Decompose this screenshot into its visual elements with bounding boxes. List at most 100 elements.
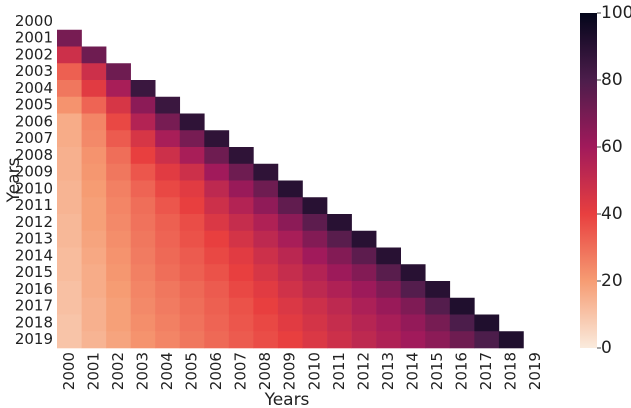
heatmap-cell	[498, 331, 524, 349]
heatmap-cell	[81, 130, 107, 148]
heatmap-cell	[155, 230, 181, 248]
colorbar-tick-label: 0	[601, 338, 612, 358]
heatmap-cell	[253, 214, 279, 232]
y-tick-label: 2013	[15, 230, 53, 248]
heatmap-cell	[228, 281, 254, 299]
y-tick-label: 2017	[15, 297, 53, 315]
heatmap-cell	[277, 197, 303, 215]
heatmap-cell	[302, 230, 328, 248]
heatmap-cell	[106, 147, 131, 165]
heatmap-cell	[351, 264, 377, 282]
heatmap-cell	[302, 247, 328, 265]
y-tick-label: 2005	[15, 96, 53, 114]
heatmap-cell	[81, 247, 107, 265]
heatmap-cell	[106, 163, 131, 181]
heatmap-cell	[106, 63, 131, 81]
heatmap-cell	[130, 247, 156, 265]
y-tick-label: 2010	[15, 179, 53, 197]
heatmap-cell	[57, 281, 82, 299]
heatmap-cell	[57, 113, 82, 131]
heatmap-cell	[474, 331, 500, 349]
y-axis-label: Years	[4, 157, 24, 203]
heatmap-cell	[155, 247, 181, 265]
heatmap-cell	[106, 314, 131, 332]
heatmap-cell	[253, 197, 279, 215]
heatmap-cell	[327, 314, 352, 332]
heatmap-cell	[253, 230, 279, 248]
heatmap-cell	[155, 314, 181, 332]
x-tick-label: 2019	[526, 352, 544, 390]
heatmap-cell	[106, 281, 131, 299]
heatmap-cell	[400, 314, 426, 332]
heatmap-cell	[351, 297, 377, 315]
heatmap-cell	[277, 297, 303, 315]
heatmap-cell	[204, 214, 230, 232]
heatmap-cell	[351, 247, 377, 265]
heatmap-cell	[81, 264, 107, 282]
heatmap-cell	[253, 247, 279, 265]
y-tick-label: 2007	[15, 129, 53, 147]
heatmap-cell	[130, 163, 156, 181]
heatmap-cell	[204, 281, 230, 299]
heatmap-cell	[130, 230, 156, 248]
colorbar-tick-label: 100	[601, 3, 631, 23]
heatmap-cell	[130, 214, 156, 232]
heatmap-cell	[228, 180, 254, 198]
heatmap-cell	[277, 314, 303, 332]
heatmap-cell	[57, 180, 82, 198]
heatmap-cell	[327, 297, 352, 315]
y-tick-label: 2018	[15, 313, 53, 331]
x-tick-label: 2011	[330, 352, 348, 390]
heatmap-cell	[57, 163, 82, 181]
heatmap-cell	[57, 297, 82, 315]
heatmap-cell	[179, 314, 205, 332]
heatmap-cell	[253, 314, 279, 332]
heatmap-cell	[204, 180, 230, 198]
heatmap-cell	[130, 147, 156, 165]
heatmap-cell	[179, 197, 205, 215]
y-tick-label: 2004	[15, 79, 53, 97]
x-tick-label: 2017	[477, 352, 495, 390]
heatmap-cell	[81, 46, 107, 64]
x-tick-label: 2010	[305, 352, 323, 390]
heatmap-cell	[425, 314, 451, 332]
heatmap-cell	[327, 214, 352, 232]
heatmap-cell	[474, 314, 500, 332]
heatmap-cell	[57, 96, 82, 114]
heatmap-cell	[57, 264, 82, 282]
x-tick-label: 2015	[428, 352, 446, 390]
heatmap-cell	[57, 46, 82, 64]
x-tick-label: 2012	[354, 352, 372, 390]
heatmap-cell	[57, 314, 82, 332]
heatmap-cell	[106, 331, 131, 349]
heatmap-cell	[228, 247, 254, 265]
heatmap-cell	[228, 230, 254, 248]
heatmap-cell	[302, 281, 328, 299]
heatmap-cell	[302, 214, 328, 232]
heatmap-cell	[376, 314, 401, 332]
heatmap-cell	[179, 331, 205, 349]
heatmap-cell	[81, 163, 107, 181]
heatmap-cell	[155, 163, 181, 181]
heatmap-cell	[449, 331, 475, 349]
heatmap-cell	[277, 247, 303, 265]
heatmap-cell	[400, 297, 426, 315]
heatmap-cell	[179, 264, 205, 282]
x-tick-label: 2016	[453, 352, 471, 390]
heatmap-cell	[449, 314, 475, 332]
heatmap-cell	[425, 331, 451, 349]
heatmap-cell	[327, 247, 352, 265]
heatmap-cell	[228, 163, 254, 181]
heatmap-cell	[155, 281, 181, 299]
heatmap-cell	[81, 147, 107, 165]
heatmap-cell	[106, 197, 131, 215]
heatmap-cell	[277, 281, 303, 299]
heatmap-cell	[155, 297, 181, 315]
heatmap-cell	[179, 130, 205, 148]
x-tick-label: 2002	[109, 352, 127, 390]
x-tick-label: 2013	[379, 352, 397, 390]
heatmap-cell	[351, 281, 377, 299]
heatmap-cell	[179, 297, 205, 315]
heatmap-cell	[106, 180, 131, 198]
